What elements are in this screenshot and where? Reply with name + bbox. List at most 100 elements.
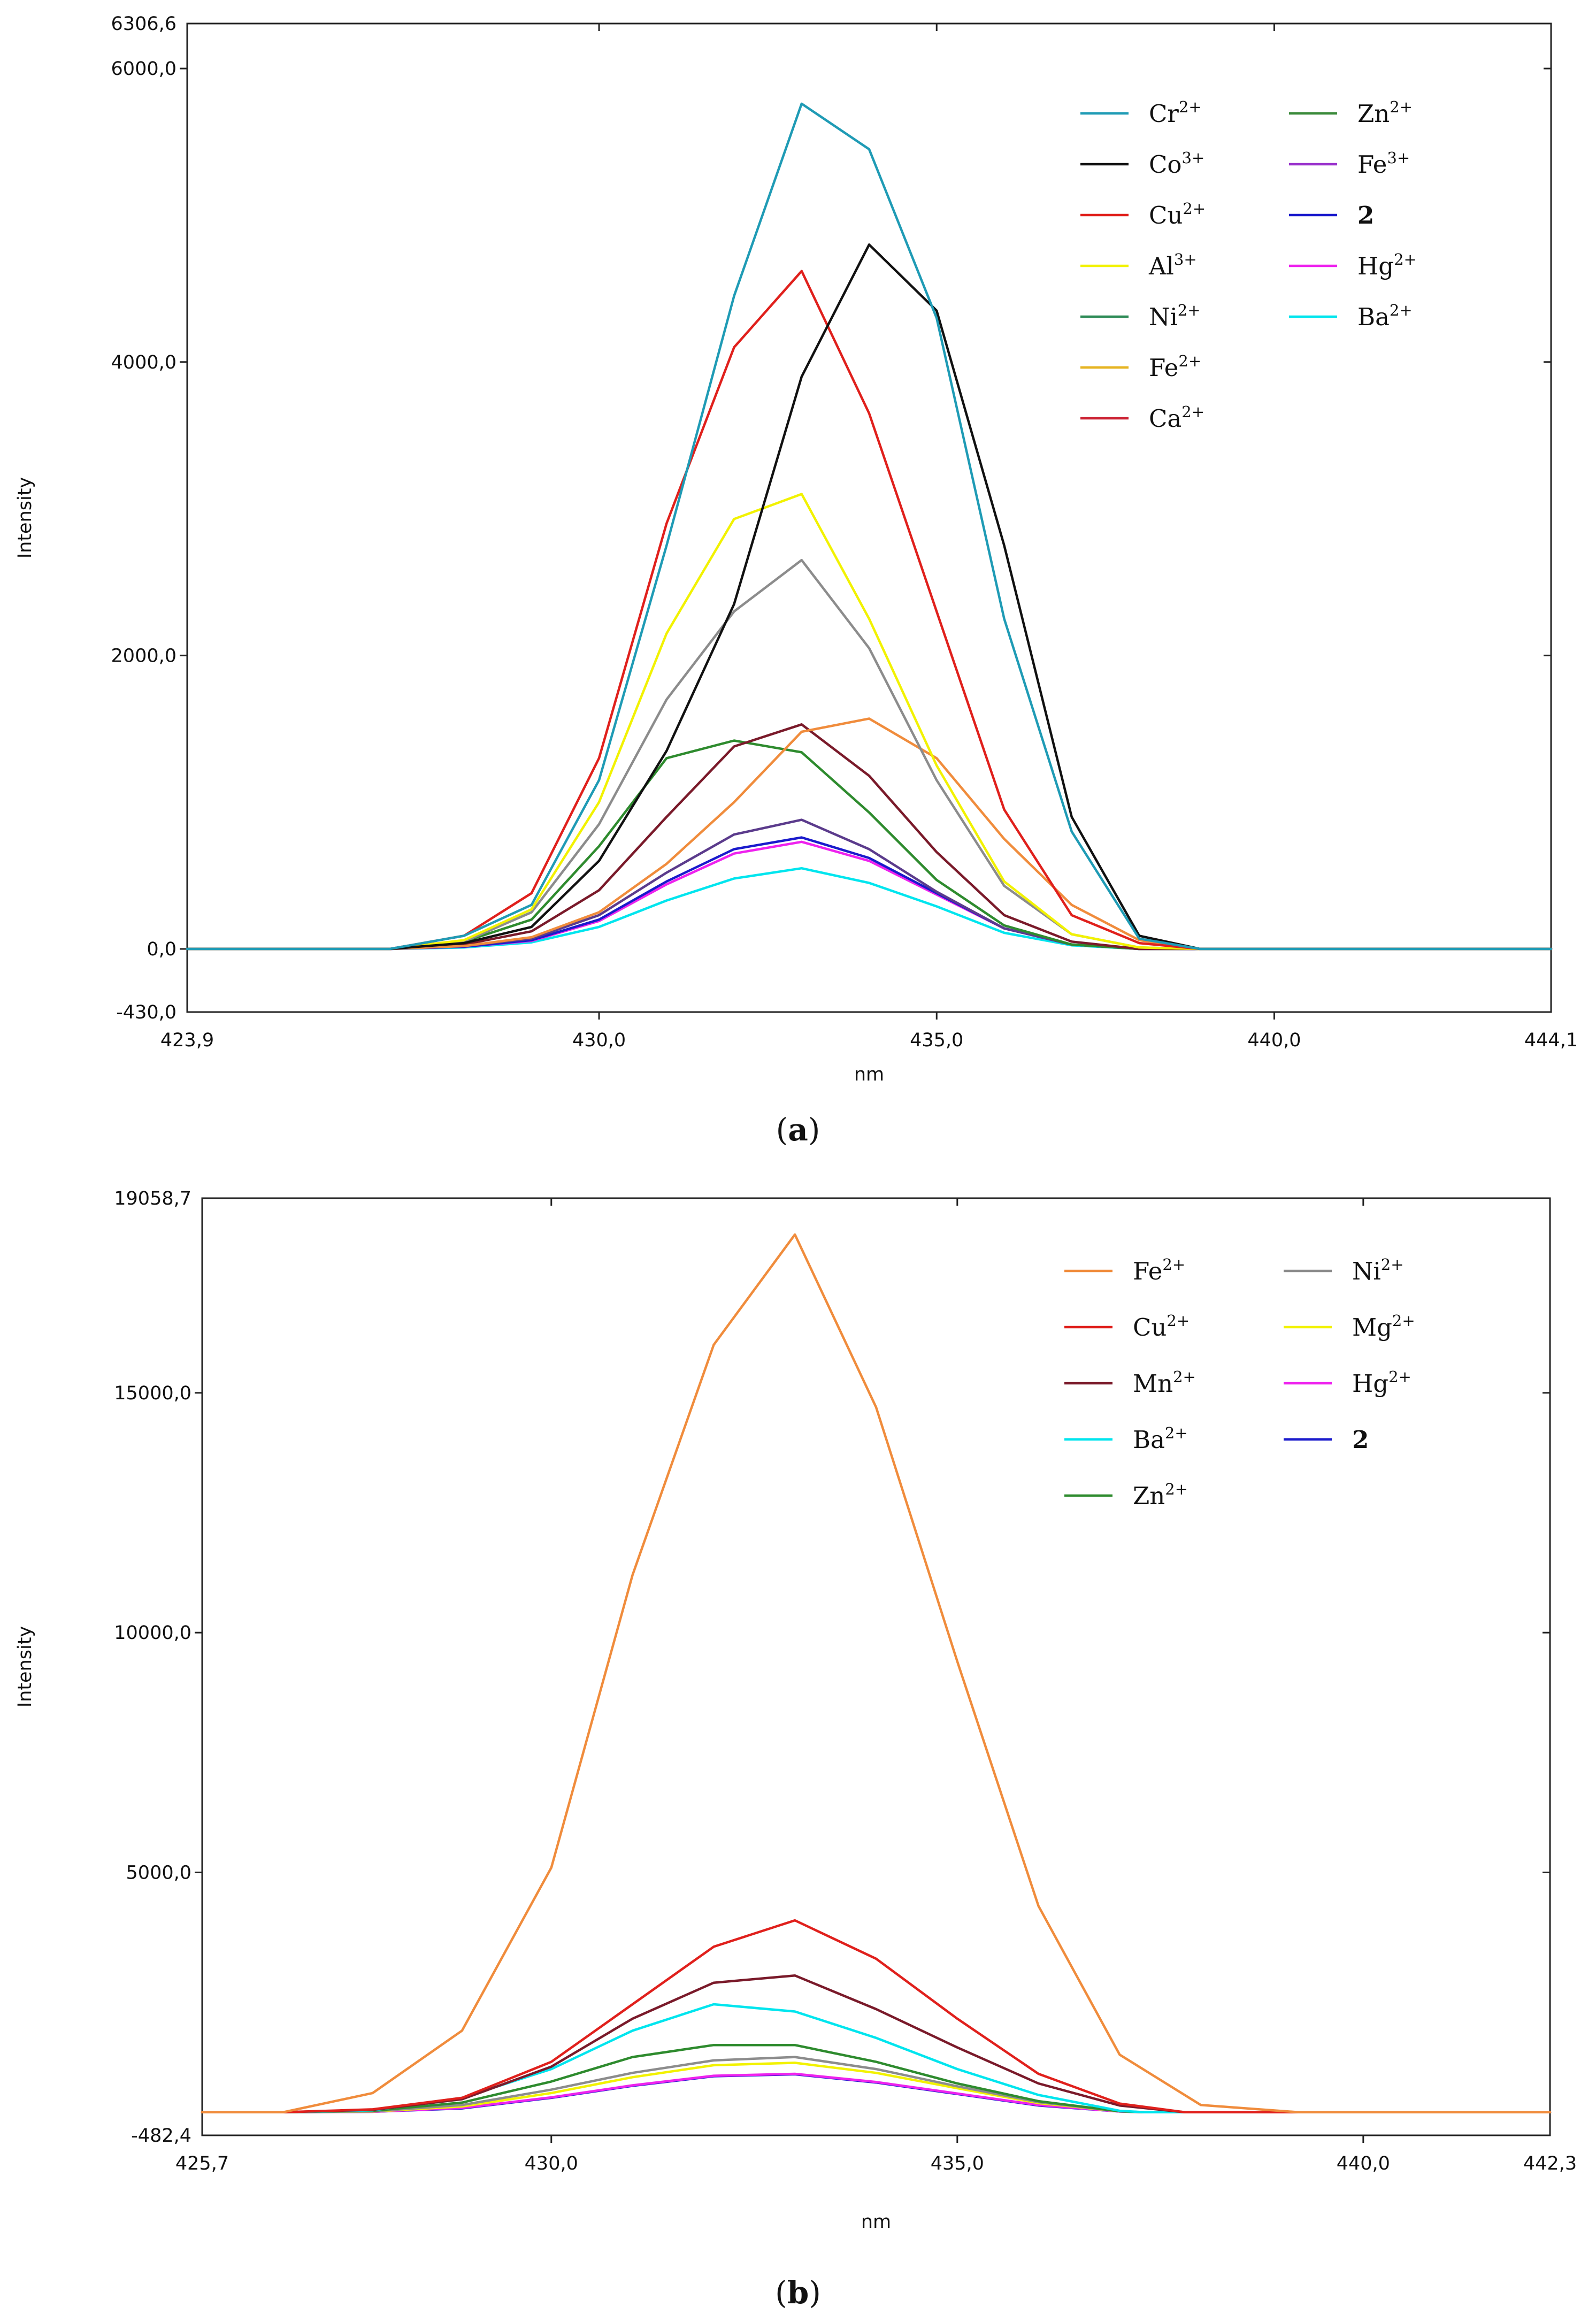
panel-b-legend-entry: Zn2+ — [1064, 1480, 1188, 1510]
panel-b-series-line-Ba2plus — [201, 2003, 1552, 2113]
panel-b-series-line-Cu2plus — [201, 1919, 1552, 2113]
panel-b-legend-label-charge: 2+ — [1392, 1312, 1415, 1330]
chart-panel-a: 0,0 2000,0 4000,0 6000,0 -430,0 6306,6 430,0 43… — [14, 13, 1578, 1085]
panel-a-legend-entry: Fe3+ — [1289, 149, 1410, 179]
panel-b-legend-label-base: Hg — [1352, 1369, 1388, 1398]
panel-b-series-line-Ni2plus — [201, 2056, 1552, 2113]
panel-b-legend-label-base: Cu — [1133, 1313, 1167, 1342]
panel-a-legend-label: 2 — [1357, 201, 1374, 229]
panel-a-legend-label: Ni2+ — [1149, 301, 1201, 331]
panel-a-legend-label-base: Hg — [1357, 252, 1394, 280]
panel-b-legend-entry: Hg2+ — [1284, 1368, 1411, 1398]
panel-a-legend-label-base: Ca — [1149, 404, 1181, 433]
panel-b-legend-label-base: 2 — [1352, 1426, 1369, 1454]
panel-b-legend-label-charge: 2+ — [1165, 1424, 1188, 1442]
panel-b-legend-label-charge: 2+ — [1167, 1312, 1190, 1330]
panel-a-plot-frame — [186, 22, 1552, 1013]
panel-a-legend-label-base: Fe — [1357, 150, 1387, 179]
panel-b-y-axis-label: Intensity — [14, 1626, 36, 1707]
panel-b-legend-label: Ni2+ — [1352, 1255, 1404, 1285]
panel-b-x-tick-label: 440,0 — [1337, 2153, 1390, 2174]
panel-b-x-axis-label: nm — [861, 2211, 891, 2233]
caption-b-letter: b — [787, 2274, 809, 2311]
panel-b-legend-label-charge: 2+ — [1381, 1255, 1404, 1274]
panel-a-x-min-label: 423,9 — [160, 1030, 214, 1051]
panel-a-legend-entry: Co3+ — [1080, 149, 1204, 179]
panel-a-legend-label-charge: 2+ — [1178, 352, 1201, 370]
panel-b-legend-entry: Ni2+ — [1284, 1255, 1404, 1285]
panel-a-x-tick-label: 440,0 — [1247, 1030, 1301, 1051]
panel-a-x-tick-label: 435,0 — [910, 1030, 963, 1051]
panel-a-y-axis-label: Intensity — [14, 477, 36, 558]
panel-b-y-min-label: -482,4 — [131, 2125, 191, 2147]
panel-a-y-tick-label: 0,0 — [147, 939, 177, 960]
panel-b-plot-frame — [201, 1197, 1551, 2136]
panel-b-legend-entry: Cu2+ — [1064, 1312, 1190, 1342]
caption-a: (a) — [776, 1112, 820, 1148]
panel-b-legend-label: Mn2+ — [1133, 1368, 1196, 1398]
panel-b-legend-label: Cu2+ — [1133, 1312, 1190, 1342]
panel-b-legend-entry: Ba2+ — [1064, 1424, 1188, 1454]
panel-a-legend-entry: Ba2+ — [1289, 301, 1413, 331]
panel-b-legend-label: 2 — [1352, 1426, 1369, 1454]
panel-a-legend-label-charge: 2+ — [1390, 301, 1413, 319]
panel-a-legend-label-charge: 2+ — [1390, 98, 1413, 116]
panel-a-legend-label: Zn2+ — [1357, 98, 1413, 128]
panel-a-legend-label: Fe2+ — [1149, 352, 1201, 382]
panel-a-series-line-Ba2plus — [186, 867, 1553, 951]
panel-b-series-group — [201, 1233, 1552, 2113]
panel-b-legend-label-base: Zn — [1133, 1482, 1165, 1510]
panel-a-legend-label-base: Zn — [1357, 99, 1390, 128]
panel-a-series-line-Ca2plus — [186, 723, 1553, 951]
panel-a-legend-label-base: Cu — [1149, 201, 1183, 229]
panel-b-legend-label: Mg2+ — [1352, 1312, 1415, 1342]
panel-b-legend: Fe2+Cu2+Mn2+Ba2+Zn2+Ni2+Mg2+Hg2+2 — [1064, 1255, 1415, 1510]
panel-b-y-tick-label: 10000,0 — [114, 1622, 191, 1644]
panel-a-legend-entry: Fe2+ — [1080, 352, 1201, 382]
panel-b-legend-label-charge: 2+ — [1162, 1255, 1185, 1274]
panel-b-legend-label-charge: 2+ — [1388, 1368, 1411, 1386]
panel-b-legend-entry: 2 — [1284, 1426, 1369, 1454]
panel-b-y-tick-label: 15000,0 — [114, 1383, 191, 1404]
panel-a-series-line-Cr2plus — [186, 102, 1553, 951]
panel-b-legend-label-charge: 2+ — [1165, 1480, 1188, 1498]
panel-a-series-line-Zn2plus — [186, 739, 1553, 951]
panel-a-legend-label-charge: 2+ — [1181, 403, 1204, 421]
panel-a-y-tick-label: 6000,0 — [111, 58, 177, 80]
panel-b-y-tick-label: 5000,0 — [126, 1862, 191, 1883]
panel-b-x-tick-label: 435,0 — [931, 2153, 984, 2174]
panel-a-legend-entry: Ni2+ — [1080, 301, 1201, 331]
panel-b-series-line-Zn2plus — [201, 2043, 1552, 2113]
panel-a-legend-entry: Cu2+ — [1080, 200, 1206, 229]
panel-a-series-line-2 — [186, 836, 1553, 951]
panel-a-legend-label-charge: 3+ — [1387, 149, 1410, 167]
chart-panel-b: 5000,0 10000,0 15000,0 -482,4 19058,7 430,0 43… — [14, 1188, 1577, 2233]
panel-a-legend-label: Ca2+ — [1149, 403, 1204, 433]
panel-a-x-tick-label: 430,0 — [572, 1030, 626, 1051]
panel-b-x-tick-label: 430,0 — [525, 2153, 578, 2174]
panel-a-legend-label-base: Ba — [1357, 303, 1390, 331]
panel-a-legend-label-base: Co — [1149, 150, 1182, 179]
panel-a-series-group — [186, 102, 1553, 951]
caption-b: (b) — [775, 2274, 821, 2311]
panel-a-legend-entry: Ca2+ — [1080, 403, 1204, 433]
panel-b-legend-label: Fe2+ — [1133, 1255, 1185, 1285]
panel-a-x-axis-label: nm — [854, 1064, 884, 1085]
panel-a-legend-entry: Hg2+ — [1289, 250, 1417, 280]
panel-a-legend-label: Fe3+ — [1357, 149, 1410, 179]
panel-b-y-max-label: 19058,7 — [114, 1188, 191, 1209]
panel-b-legend-entry: Fe2+ — [1064, 1255, 1185, 1285]
panel-a-legend-label: Al3+ — [1148, 250, 1197, 280]
panel-a-legend-label-base: Fe — [1149, 354, 1178, 382]
panel-a-y-tick-label: 2000,0 — [111, 645, 177, 666]
panel-a-legend-label-charge: 2+ — [1394, 250, 1417, 269]
panel-b-legend-label-base: Ba — [1133, 1426, 1165, 1454]
caption-a-letter: a — [788, 1112, 808, 1148]
panel-a-y-min-label: -430,0 — [116, 1002, 177, 1023]
panel-b-x-min-label: 425,7 — [175, 2153, 229, 2174]
panel-a-legend-label: Cr2+ — [1149, 98, 1202, 128]
panel-b-legend-label-base: Ni — [1352, 1257, 1381, 1285]
panel-b-legend-label: Hg2+ — [1352, 1368, 1411, 1398]
panel-a-x-max-label: 444,1 — [1524, 1030, 1578, 1051]
panel-a-legend: Cr2+Co3+Cu2+Al3+Ni2+Fe2+Ca2+Zn2+Fe3+2Hg2… — [1080, 98, 1417, 433]
